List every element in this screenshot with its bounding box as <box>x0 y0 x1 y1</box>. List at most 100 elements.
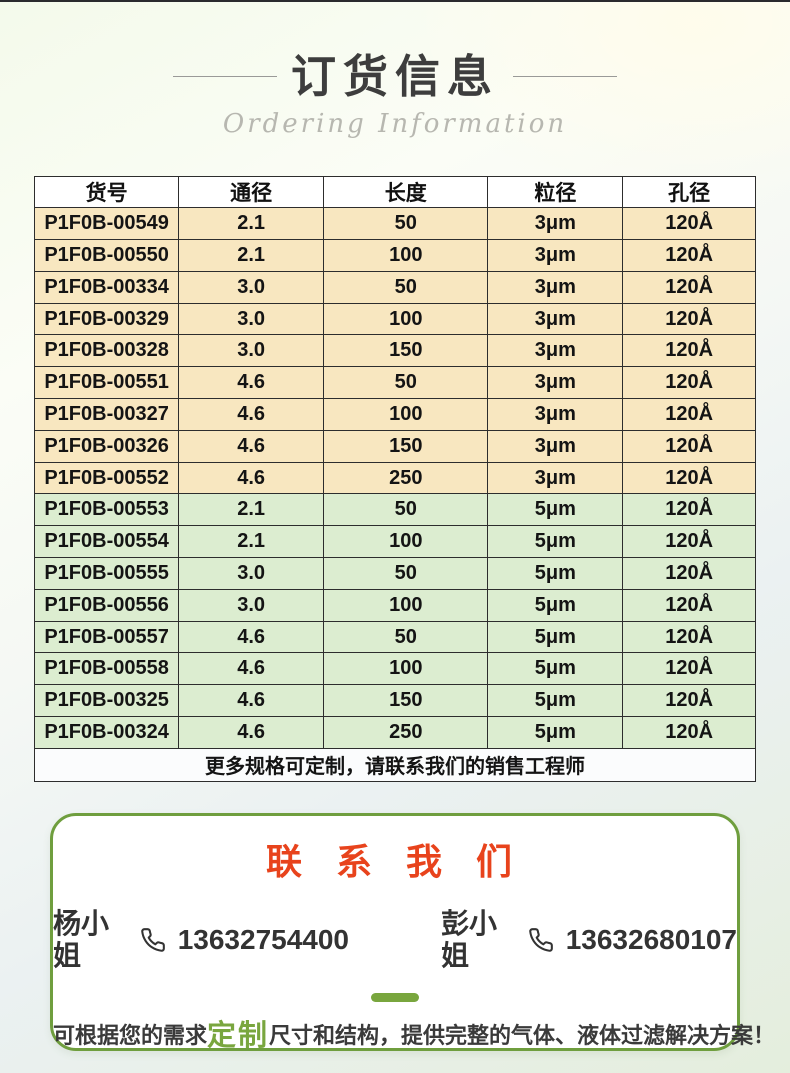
table-cell: 120Å <box>622 270 756 304</box>
table-cell: 120Å <box>622 652 756 686</box>
table-cell: 50 <box>323 493 489 527</box>
table-cell: P1F0B-00549 <box>33 207 180 241</box>
table-cell: 2.1 <box>178 525 325 559</box>
custom-note-highlight: 定制 <box>207 1019 270 1052</box>
table-cell: 100 <box>323 398 489 431</box>
table-cell: P1F0B-00557 <box>33 620 180 654</box>
table-cell: 120Å <box>622 684 756 718</box>
table-cell: P1F0B-00325 <box>33 684 180 718</box>
table-row: P1F0B-00556 3.0 100 5μm 120Å <box>33 588 756 622</box>
table-cell: 3μm <box>487 366 624 400</box>
table-cell: 2.1 <box>178 207 325 241</box>
table-cell: 3μm <box>487 239 624 272</box>
table-cell: 150 <box>323 334 489 368</box>
table-cell: 120Å <box>622 716 756 749</box>
table-cell: 3.0 <box>178 588 325 622</box>
contact-phone[interactable]: 13632754400 <box>177 923 349 955</box>
table-cell: 3μm <box>487 207 624 241</box>
contact-phone[interactable]: 13632680107 <box>565 923 737 955</box>
table-row: P1F0B-00325 4.6 150 5μm 120Å <box>33 684 756 718</box>
table-cell: 4.6 <box>178 620 325 654</box>
table-row: P1F0B-00551 4.6 50 3μm 120Å <box>33 366 756 400</box>
table-cell: 3μm <box>487 461 624 495</box>
table-cell: 3μm <box>487 398 624 431</box>
contact-name: 彭小姐 <box>441 907 498 971</box>
table-cell: 5μm <box>487 620 624 654</box>
contact-card: 联 系 我 们 杨小姐 13632754400 彭小姐 1363268 <box>50 812 775 1053</box>
table-cell: 120Å <box>622 588 756 622</box>
table-cell: 4.6 <box>178 398 325 431</box>
page-subtitle: Ordering Information <box>222 108 568 139</box>
table-cell: P1F0B-00329 <box>33 302 180 336</box>
table-cell: 100 <box>323 302 489 336</box>
table-cell: 4.6 <box>178 684 325 718</box>
table-cell: 5μm <box>487 716 624 749</box>
page-header: 订货信息 <box>0 52 790 102</box>
table-cell: 100 <box>323 239 489 272</box>
table-cell: P1F0B-00324 <box>33 716 180 749</box>
table-cell: 120Å <box>622 334 756 368</box>
table-row: P1F0B-00557 4.6 50 5μm 120Å <box>33 620 756 654</box>
table-row: P1F0B-00328 3.0 150 3μm 120Å <box>33 334 756 368</box>
table-cell: 120Å <box>622 366 756 400</box>
table-row: P1F0B-00553 2.1 50 5μm 120Å <box>33 493 756 527</box>
table-cell: 5μm <box>487 588 624 622</box>
table-body: P1F0B-00549 2.1 50 3μm 120Å P1F0B-00550 2.1 100… <box>33 207 756 749</box>
table-cell: P1F0B-00326 <box>33 429 180 463</box>
table-row: P1F0B-00555 3.0 50 5μm 120Å <box>33 557 756 590</box>
page-title: 订货信息 <box>290 51 499 102</box>
table-row: P1F0B-00550 2.1 100 3μm 120Å <box>33 239 756 272</box>
table-cell: 50 <box>323 207 489 241</box>
table-cell: 3μm <box>487 429 624 463</box>
table-row: P1F0B-00329 3.0 100 3μm 120Å <box>33 302 756 336</box>
table-cell: 100 <box>323 525 489 559</box>
table-cell: P1F0B-00328 <box>33 334 180 368</box>
table-cell: 120Å <box>622 207 756 241</box>
contact-item-yang: 杨小姐 13632754400 <box>53 908 349 972</box>
table-cell: 120Å <box>622 525 756 559</box>
table-cell: 4.6 <box>178 716 325 749</box>
table-cell: P1F0B-00551 <box>33 366 180 400</box>
table-row: P1F0B-00554 2.1 100 5μm 120Å <box>33 525 756 559</box>
title-divider-right <box>513 76 617 78</box>
table-row: P1F0B-00324 4.6 250 5μm 120Å <box>33 716 756 749</box>
table-row: P1F0B-00326 4.6 150 3μm 120Å <box>33 429 756 463</box>
table-cell: 120Å <box>622 557 756 590</box>
table-cell: 150 <box>323 429 489 463</box>
table-column-header: 孔径 <box>622 175 756 209</box>
table-cell: 100 <box>323 652 489 686</box>
table-cell: P1F0B-00552 <box>33 461 180 495</box>
table-cell: 4.6 <box>178 652 325 686</box>
table-cell: 5μm <box>487 525 624 559</box>
title-divider-left <box>172 76 277 78</box>
contact-title: 联 系 我 们 <box>265 840 524 882</box>
table-row: P1F0B-00334 3.0 50 3μm 120Å <box>33 270 756 304</box>
table-cell: 4.6 <box>178 429 325 463</box>
table-cell: 3μm <box>487 270 624 304</box>
contact-item-peng: 彭小姐 13632680107 <box>441 908 737 972</box>
table-cell: P1F0B-00327 <box>33 398 180 431</box>
table-cell: 3.0 <box>178 270 325 304</box>
custom-note: 可根据您的需求定制尺寸和结构，提供完整的气体、液体过滤解决方案！ <box>53 1019 775 1053</box>
table-cell: P1F0B-00553 <box>33 493 180 527</box>
table-footer-row: 更多规格可定制，请联系我们的销售工程师 <box>34 747 756 782</box>
table-cell: 2.1 <box>178 493 325 527</box>
table-row: P1F0B-00558 4.6 100 5μm 120Å <box>33 652 756 686</box>
table-cell: 4.6 <box>178 461 325 495</box>
table-cell: P1F0B-00554 <box>33 525 180 559</box>
contact-name: 杨小姐 <box>53 907 110 971</box>
table-cell: 250 <box>323 461 489 495</box>
table-cell: 150 <box>323 684 489 718</box>
table-cell: 5μm <box>487 493 624 527</box>
table-cell: 5μm <box>487 652 624 686</box>
table-cell: 3.0 <box>178 557 325 590</box>
table-cell: P1F0B-00558 <box>33 652 180 686</box>
table-cell: 120Å <box>622 493 756 527</box>
table-cell: 5μm <box>487 684 624 718</box>
table-cell: 120Å <box>622 398 756 431</box>
table-cell: P1F0B-00556 <box>33 588 180 622</box>
table-cell: 50 <box>323 557 489 590</box>
table-cell: 50 <box>323 620 489 654</box>
table-footer-note: 更多规格可定制，请联系我们的销售工程师 <box>34 747 756 782</box>
